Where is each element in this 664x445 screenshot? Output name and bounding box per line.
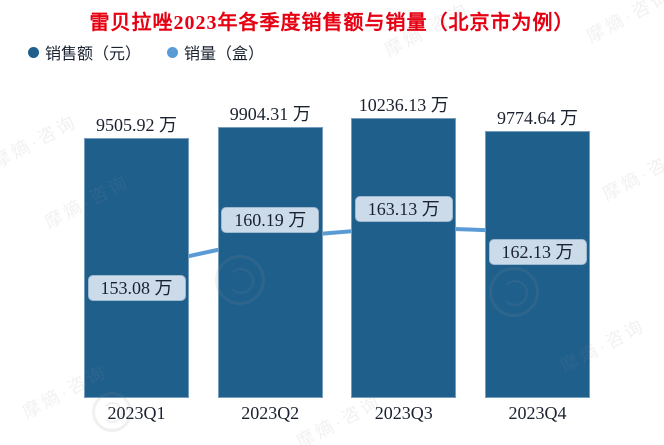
chart-title: 雷贝拉唑2023年各季度销售额与销量（北京市为例） xyxy=(89,12,575,34)
sales-bar-2023Q2 xyxy=(217,127,323,398)
bar-value-label: 9904.31 万 xyxy=(229,104,311,125)
legend-label-sales: 销售额（元） xyxy=(45,46,142,63)
x-axis-label: 2023Q4 xyxy=(508,403,567,423)
volume-value-label: 162.13 万 xyxy=(488,239,587,266)
legend-label-volume: 销量（盒） xyxy=(184,46,265,63)
legend-dot-sales-icon xyxy=(28,46,39,58)
bar-value-label: 10236.13 万 xyxy=(358,95,449,115)
x-axis-label: 2023Q1 xyxy=(107,403,166,423)
volume-value-label: 160.19 万 xyxy=(221,207,320,234)
bar-value-label: 9774.64 万 xyxy=(497,107,578,128)
volume-value-label: 163.13 万 xyxy=(354,195,453,222)
volume-value-label: 153.08 万 xyxy=(87,275,186,301)
sales-bar-2023Q1 xyxy=(84,137,189,398)
legend-item-volume: 销量（盒） xyxy=(167,40,264,64)
volume-line-path xyxy=(134,226,540,270)
x-axis-label: 2023Q2 xyxy=(241,403,300,423)
legend-dot-volume-icon xyxy=(167,46,179,58)
x-axis-label: 2023Q3 xyxy=(374,403,433,423)
legend-item-sales: 销售额（元） xyxy=(28,40,141,64)
bar-value-label: 9505.92 万 xyxy=(96,114,177,135)
sales-bar-2023Q3 xyxy=(351,118,457,398)
legend: 销售额（元） 销量（盒） xyxy=(28,40,264,64)
